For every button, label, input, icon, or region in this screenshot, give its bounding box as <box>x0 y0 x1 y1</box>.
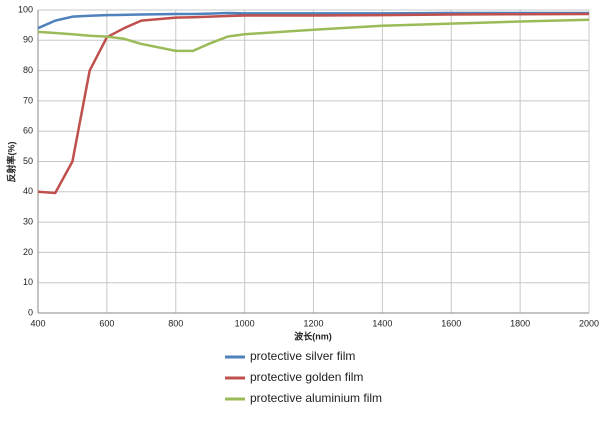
y-tick-label: 30 <box>23 216 33 226</box>
legend-label: protective aluminium film <box>250 391 382 405</box>
x-tick-label: 1400 <box>372 318 392 328</box>
legend-label: protective silver film <box>250 349 355 363</box>
x-tick-label: 800 <box>168 318 183 328</box>
y-tick-label: 20 <box>23 247 33 257</box>
y-tick-label: 90 <box>23 35 33 45</box>
legend-label: protective golden film <box>250 370 363 384</box>
y-tick-label: 100 <box>18 4 33 14</box>
x-tick-label: 1200 <box>303 318 323 328</box>
x-tick-label: 600 <box>99 318 114 328</box>
y-tick-label: 0 <box>28 307 33 317</box>
series-line <box>37 18 590 53</box>
y-tick-label: 50 <box>23 156 33 166</box>
y-axis-label: 反射率(%) <box>5 142 16 183</box>
y-tick-label: 10 <box>23 277 33 287</box>
y-tick-label: 60 <box>23 126 33 136</box>
y-tick-label: 70 <box>23 95 33 105</box>
series-line <box>37 11 589 30</box>
y-tick-label: 40 <box>23 186 33 196</box>
x-tick-label: 1800 <box>510 318 530 328</box>
x-tick-label: 1000 <box>235 318 255 328</box>
y-tick-label: 80 <box>23 65 33 75</box>
series-line <box>37 12 590 195</box>
x-axis-label: 波长(nm) <box>294 330 332 341</box>
x-tick-label: 400 <box>30 318 45 328</box>
x-tick-label: 2000 <box>579 318 599 328</box>
x-tick-label: 1600 <box>441 318 461 328</box>
